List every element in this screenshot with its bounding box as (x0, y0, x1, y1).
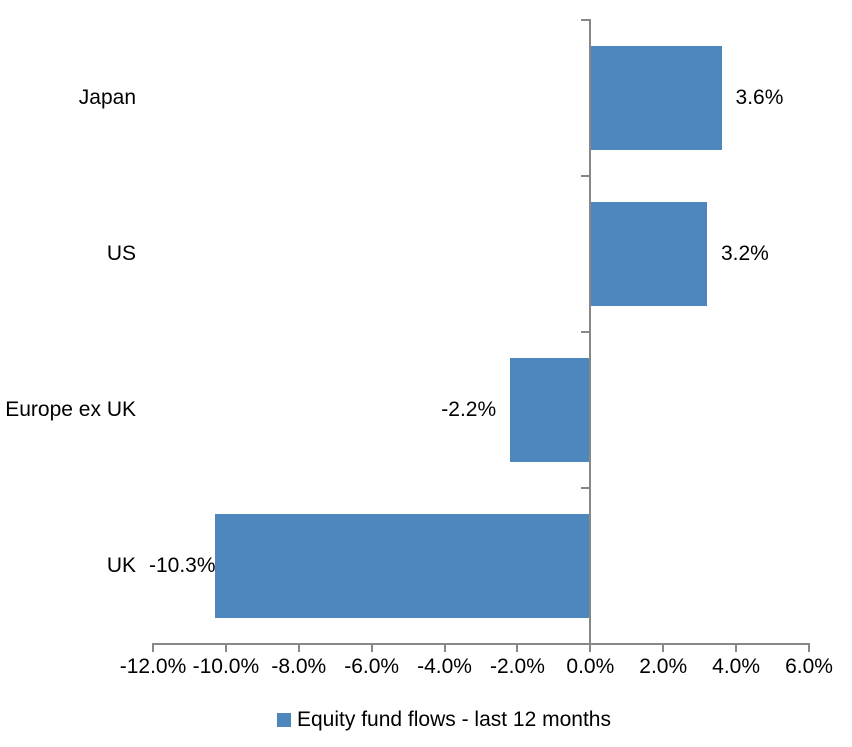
x-axis-tick (662, 645, 665, 652)
x-axis-tick (443, 645, 446, 652)
bar-japan (590, 46, 722, 150)
category-tick (581, 19, 590, 21)
category-tick (581, 175, 590, 177)
x-tick-label: -6.0% (344, 655, 400, 678)
x-axis-tick (516, 645, 519, 652)
category-label-us: US (106, 242, 136, 265)
x-axis-tick (589, 645, 592, 652)
x-tick-label: 2.0% (639, 655, 688, 678)
x-axis-tick (808, 645, 810, 652)
x-tick-label: -2.0% (490, 655, 545, 678)
x-axis-tick (370, 645, 373, 652)
bar-us (590, 202, 707, 306)
zero-axis-line (589, 19, 592, 645)
x-axis-tick (297, 645, 300, 652)
legend-label: Equity fund flows - last 12 months (297, 708, 611, 731)
bar-uk (214, 514, 591, 618)
category-label-europe-ex-uk: Europe ex UK (5, 398, 136, 421)
data-label-europe-ex-uk: -2.2% (441, 398, 497, 421)
bar-europe-ex-uk (510, 358, 591, 462)
x-axis-tick (735, 645, 738, 652)
x-tick-label: -8.0% (271, 655, 327, 678)
x-tick-label: 4.0% (712, 655, 761, 678)
legend: Equity fund flows - last 12 months (277, 706, 611, 734)
category-tick (581, 331, 590, 333)
x-tick-label: -10.0% (192, 655, 260, 678)
data-label-uk: -10.3% (149, 554, 216, 577)
x-axis-tick (224, 645, 227, 652)
data-label-us: 3.2% (720, 242, 769, 265)
legend-swatch-icon (277, 713, 291, 727)
x-axis-line (152, 643, 810, 645)
x-tick-label: -4.0% (417, 655, 472, 678)
category-tick (581, 487, 590, 489)
category-label-uk: UK (106, 554, 136, 577)
data-label-japan: 3.6% (735, 86, 784, 109)
x-tick-label: -12.0% (119, 655, 187, 678)
category-label-japan: Japan (78, 86, 136, 109)
x-axis-tick (152, 645, 154, 652)
x-tick-label: 6.0% (785, 655, 833, 678)
x-tick-label: 0.0% (566, 655, 615, 678)
